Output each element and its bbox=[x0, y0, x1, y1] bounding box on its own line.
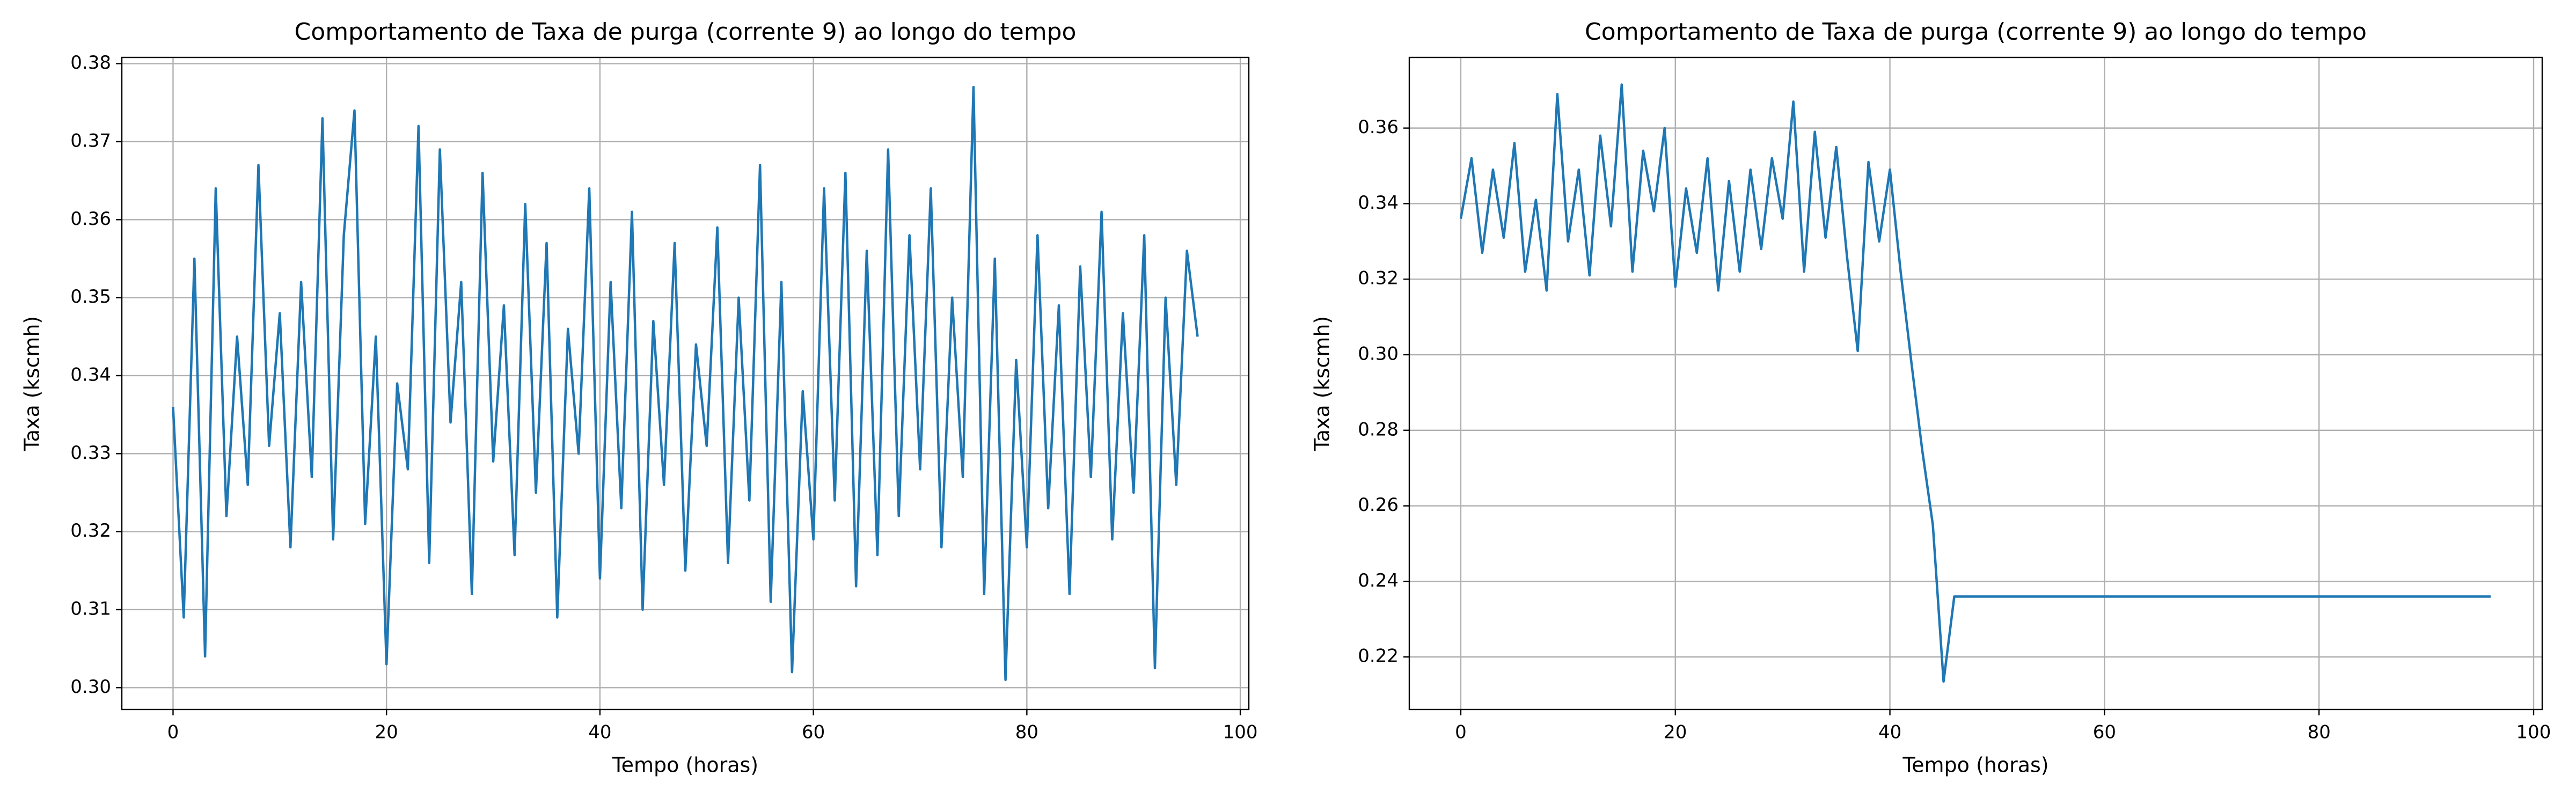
x-tick-label: 100 bbox=[1223, 722, 1258, 743]
y-tick-label: 0.22 bbox=[1358, 646, 1399, 667]
x-tick-label: 100 bbox=[2516, 722, 2551, 743]
y-tick-label: 0.33 bbox=[70, 442, 111, 464]
chart-title: Comportamento de Taxa de purga (corrente… bbox=[1585, 18, 2367, 46]
x-tick-label: 40 bbox=[1878, 722, 1901, 743]
x-tick-label: 0 bbox=[1455, 722, 1467, 743]
x-axis-label: Tempo (horas) bbox=[1902, 753, 2048, 777]
y-tick-label: 0.34 bbox=[1358, 192, 1399, 214]
chart-title: Comportamento de Taxa de purga (corrente… bbox=[295, 18, 1077, 46]
y-tick-label: 0.24 bbox=[1358, 570, 1399, 591]
y-tick-label: 0.30 bbox=[70, 676, 111, 698]
y-tick-label: 0.32 bbox=[70, 520, 111, 541]
axes-frame bbox=[121, 56, 1250, 711]
y-tick-label: 0.38 bbox=[70, 52, 111, 74]
x-tick-label: 40 bbox=[588, 722, 611, 743]
y-tick-label: 0.32 bbox=[1358, 268, 1399, 289]
x-tick-label: 60 bbox=[2093, 722, 2116, 743]
y-tick-label: 0.26 bbox=[1358, 494, 1399, 516]
y-axis-label: Taxa (kscmh) bbox=[1311, 316, 1334, 452]
x-tick-label: 60 bbox=[802, 722, 825, 743]
y-tick-label: 0.30 bbox=[1358, 343, 1399, 365]
y-tick-label: 0.36 bbox=[70, 208, 111, 230]
x-axis-label: Tempo (horas) bbox=[612, 753, 758, 777]
axes-frame bbox=[1408, 56, 2543, 711]
y-tick-label: 0.28 bbox=[1358, 419, 1399, 440]
x-tick-label: 0 bbox=[167, 722, 179, 743]
x-tick-label: 20 bbox=[1664, 722, 1687, 743]
y-axis-label: Taxa (kscmh) bbox=[20, 316, 44, 452]
data-line bbox=[172, 85, 1199, 682]
y-tick-label: 0.36 bbox=[1358, 116, 1399, 138]
y-tick-label: 0.31 bbox=[70, 598, 111, 619]
x-tick-label: 20 bbox=[375, 722, 398, 743]
x-tick-label: 80 bbox=[1015, 722, 1038, 743]
y-tick-label: 0.34 bbox=[70, 364, 111, 385]
x-tick-label: 80 bbox=[2308, 722, 2331, 743]
data-line bbox=[1459, 83, 2491, 683]
y-tick-label: 0.37 bbox=[70, 130, 111, 151]
y-tick-label: 0.35 bbox=[70, 286, 111, 308]
